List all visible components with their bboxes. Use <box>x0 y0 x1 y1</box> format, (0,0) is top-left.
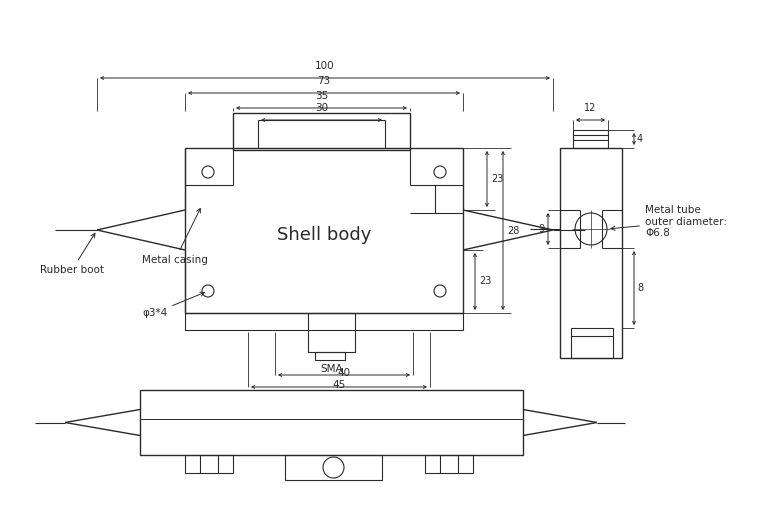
Bar <box>140 390 523 455</box>
Text: Metal casing: Metal casing <box>142 208 208 265</box>
Bar <box>571 328 613 358</box>
Text: 45: 45 <box>332 380 346 390</box>
Bar <box>315 352 345 360</box>
Bar <box>425 455 473 473</box>
Text: 100: 100 <box>315 61 335 71</box>
Bar <box>573 130 608 148</box>
Text: Rubber boot: Rubber boot <box>40 233 104 275</box>
Text: 35: 35 <box>315 91 328 101</box>
Text: 8: 8 <box>637 283 643 293</box>
Text: Shell body: Shell body <box>277 226 371 245</box>
Text: φ3*4: φ3*4 <box>142 292 205 318</box>
Text: 23: 23 <box>491 174 503 184</box>
Text: 40: 40 <box>337 368 350 378</box>
Text: 30: 30 <box>315 103 328 113</box>
Bar <box>308 313 355 352</box>
Bar <box>285 455 382 480</box>
Text: 23: 23 <box>479 277 492 287</box>
Text: 9: 9 <box>539 224 545 234</box>
Bar <box>233 113 410 150</box>
Bar <box>185 148 463 313</box>
Bar <box>185 455 233 473</box>
Text: 28: 28 <box>507 226 519 236</box>
Text: Metal tube
outer diameter:
Φ6.8: Metal tube outer diameter: Φ6.8 <box>611 205 727 238</box>
Text: 73: 73 <box>318 76 331 86</box>
Text: SMA: SMA <box>320 364 343 374</box>
Bar <box>185 313 463 330</box>
Text: 4: 4 <box>637 134 643 144</box>
Bar <box>560 148 622 358</box>
Text: 12: 12 <box>584 103 597 113</box>
